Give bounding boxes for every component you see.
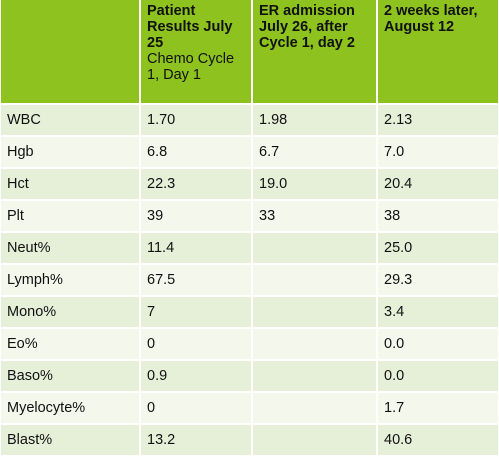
august-12-value: 2.13 xyxy=(377,103,498,136)
header-row: Patient Results July 25 Chemo Cycle 1, D… xyxy=(1,0,498,104)
table-row: Hct 22.3 19.0 20.4 xyxy=(1,167,498,200)
july-26-value xyxy=(252,423,378,455)
table-row: Blast% 13.2 40.6 xyxy=(1,423,498,455)
table-row: Lymph% 67.5 29.3 xyxy=(1,263,498,296)
table-row: Neut% 11.4 25.0 xyxy=(1,231,498,264)
july-25-value: 0 xyxy=(140,391,253,424)
july-25-value: 1.70 xyxy=(140,103,253,136)
july-25-value: 13.2 xyxy=(140,423,253,455)
test-name: Eo% xyxy=(1,327,141,360)
august-12-value: 0.0 xyxy=(377,359,498,392)
july-26-value xyxy=(252,231,378,264)
july-26-value xyxy=(252,359,378,392)
test-name: Hgb xyxy=(1,135,141,168)
august-12-value: 20.4 xyxy=(377,167,498,200)
header-july-25-subtitle: Chemo Cycle 1, Day 1 xyxy=(147,51,235,83)
july-25-value: 11.4 xyxy=(140,231,253,264)
july-25-value: 7 xyxy=(140,295,253,328)
table-row: Hgb 6.8 6.7 7.0 xyxy=(1,135,498,168)
july-25-value: 0 xyxy=(140,327,253,360)
test-name: Myelocyte% xyxy=(1,391,141,424)
august-12-value: 7.0 xyxy=(377,135,498,168)
header-blank xyxy=(1,0,141,104)
july-25-value: 39 xyxy=(140,199,253,232)
header-august-12: 2 weeks later, August 12 xyxy=(377,0,498,104)
august-12-value: 40.6 xyxy=(377,423,498,455)
august-12-value: 0.0 xyxy=(377,327,498,360)
table-row: Myelocyte% 0 1.7 xyxy=(1,391,498,424)
test-name: Plt xyxy=(1,199,141,232)
lab-results-table: Patient Results July 25 Chemo Cycle 1, D… xyxy=(1,0,498,455)
test-name: Baso% xyxy=(1,359,141,392)
july-26-value: 19.0 xyxy=(252,167,378,200)
july-26-value: 6.7 xyxy=(252,135,378,168)
table-row: Baso% 0.9 0.0 xyxy=(1,359,498,392)
august-12-value: 25.0 xyxy=(377,231,498,264)
table-row: WBC 1.70 1.98 2.13 xyxy=(1,103,498,136)
test-name: Lymph% xyxy=(1,263,141,296)
header-july-25-title: Patient Results July 25 xyxy=(147,3,233,51)
july-26-value xyxy=(252,263,378,296)
july-26-value xyxy=(252,295,378,328)
july-25-value: 0.9 xyxy=(140,359,253,392)
july-26-value: 33 xyxy=(252,199,378,232)
test-name: Hct xyxy=(1,167,141,200)
test-name: WBC xyxy=(1,103,141,136)
test-name: Mono% xyxy=(1,295,141,328)
july-25-value: 22.3 xyxy=(140,167,253,200)
test-name: Blast% xyxy=(1,423,141,455)
july-26-value xyxy=(252,327,378,360)
header-july-25: Patient Results July 25 Chemo Cycle 1, D… xyxy=(140,0,253,104)
table-row: Plt 39 33 38 xyxy=(1,199,498,232)
july-25-value: 6.8 xyxy=(140,135,253,168)
table-row: Eo% 0 0.0 xyxy=(1,327,498,360)
test-name: Neut% xyxy=(1,231,141,264)
july-26-value: 1.98 xyxy=(252,103,378,136)
august-12-value: 29.3 xyxy=(377,263,498,296)
july-26-value xyxy=(252,391,378,424)
august-12-value: 38 xyxy=(377,199,498,232)
table-row: Mono% 7 3.4 xyxy=(1,295,498,328)
august-12-value: 1.7 xyxy=(377,391,498,424)
header-july-26: ER admission July 26, after Cycle 1, day… xyxy=(252,0,378,104)
august-12-value: 3.4 xyxy=(377,295,498,328)
july-25-value: 67.5 xyxy=(140,263,253,296)
